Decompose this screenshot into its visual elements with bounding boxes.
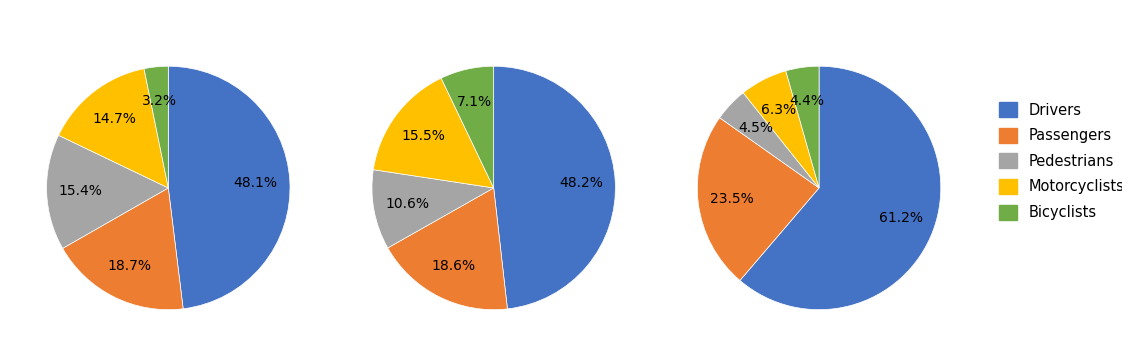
Wedge shape (719, 93, 819, 188)
Wedge shape (388, 188, 507, 310)
Legend: Drivers, Passengers, Pedestrians, Motorcyclists, Bicyclists: Drivers, Passengers, Pedestrians, Motorc… (994, 98, 1122, 224)
Wedge shape (374, 78, 494, 188)
Text: 4.4%: 4.4% (790, 94, 825, 108)
Wedge shape (58, 69, 168, 188)
Wedge shape (168, 66, 289, 309)
Text: 6.3%: 6.3% (762, 103, 797, 117)
Wedge shape (373, 170, 494, 248)
Text: 48.1%: 48.1% (233, 175, 278, 190)
Wedge shape (494, 66, 615, 309)
Text: 18.7%: 18.7% (107, 259, 151, 273)
Text: 15.4%: 15.4% (58, 184, 102, 198)
Wedge shape (785, 66, 819, 188)
Wedge shape (47, 135, 168, 248)
Text: 18.6%: 18.6% (432, 259, 476, 273)
Wedge shape (698, 118, 819, 280)
Text: 7.1%: 7.1% (457, 96, 491, 110)
Text: 48.2%: 48.2% (559, 176, 604, 190)
Wedge shape (739, 66, 940, 310)
Text: 61.2%: 61.2% (880, 211, 923, 225)
Text: 23.5%: 23.5% (710, 192, 754, 206)
Text: 15.5%: 15.5% (402, 129, 445, 143)
Text: 14.7%: 14.7% (92, 112, 137, 126)
Text: 3.2%: 3.2% (142, 94, 177, 108)
Wedge shape (144, 66, 168, 188)
Text: 10.6%: 10.6% (386, 197, 430, 211)
Text: 4.5%: 4.5% (738, 121, 773, 135)
Wedge shape (743, 71, 819, 188)
Wedge shape (441, 66, 494, 188)
Wedge shape (63, 188, 183, 310)
